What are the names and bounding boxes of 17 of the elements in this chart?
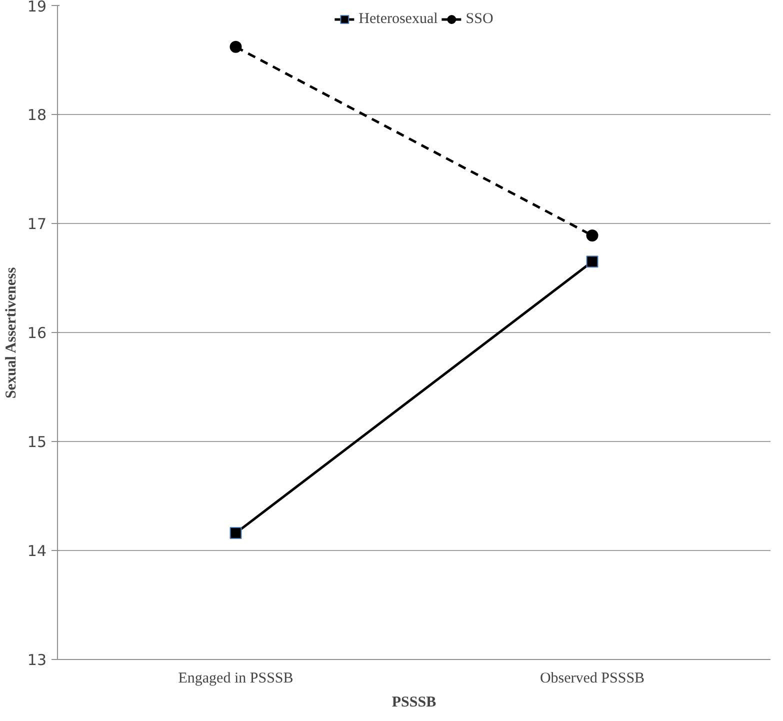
y-tick-label: 14 — [27, 542, 47, 560]
y-tick-label: 18 — [27, 106, 47, 124]
x-tick-label: Observed PSSSB — [540, 670, 645, 686]
y-tick-label: 19 — [27, 0, 47, 16]
y-tick-label: 16 — [27, 324, 47, 342]
y-tick-label: 17 — [27, 215, 47, 233]
point — [230, 527, 242, 540]
legend-label: SSO — [466, 10, 494, 28]
y-tick-label: 15 — [27, 433, 47, 451]
legend-label: Heterosexual — [358, 10, 438, 28]
point — [586, 256, 598, 268]
x-tick-label: Engaged in PSSSB — [178, 670, 294, 686]
point — [230, 40, 242, 53]
y-axis-title: Sexual Assertiveness — [3, 267, 20, 399]
y-tick-label: 13 — [27, 651, 47, 669]
x-axis-title: PSSSB — [392, 694, 436, 710]
point — [586, 230, 598, 242]
